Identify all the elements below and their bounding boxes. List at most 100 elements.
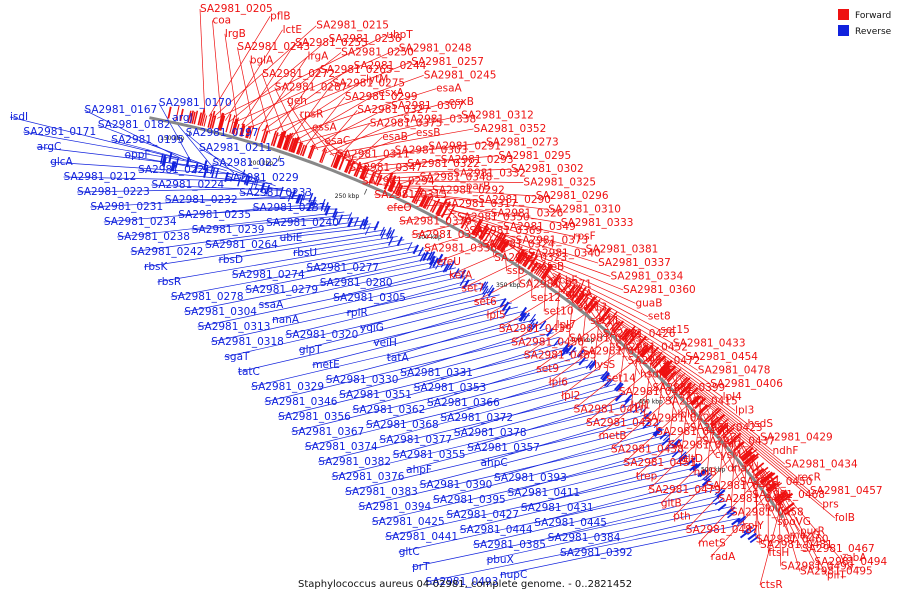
reverse-gene-feature [601,371,610,381]
forward-gene-feature [363,167,370,181]
forward-gene-label: mazG [790,529,820,541]
reverse-gene-feature [726,506,736,515]
forward-gene-feature [768,482,783,494]
reverse-leader-line [486,506,732,561]
forward-leader-line [353,136,383,165]
forward-gene-label: SA2981_0399 [653,382,726,394]
reverse-leader-line [117,211,345,238]
reverse-gene-feature [603,378,612,387]
reverse-gene-feature [172,161,177,172]
scale-tick [446,229,451,236]
forward-gene-label: SA2981_0495 [800,566,873,578]
forward-gene-feature [288,137,295,152]
forward-gene-feature [728,436,740,446]
forward-gene-feature [575,293,586,305]
reverse-leader-line [547,494,723,539]
reverse-leader-line [23,131,199,164]
reverse-gene-label: rbsK [144,261,168,273]
reverse-gene-label: ssaA [259,299,284,311]
forward-gene-label: trep [636,470,658,482]
reverse-gene-feature [459,269,467,279]
reverse-gene-feature [308,192,314,203]
forward-gene-feature [418,195,427,207]
reverse-gene-feature [386,230,392,240]
forward-gene-label: SA2981_0245 [424,69,497,81]
forward-gene-feature [494,232,505,249]
forward-gene-label: guaB [635,297,662,309]
forward-gene-feature [389,181,397,193]
reverse-gene-feature [692,462,702,472]
forward-leader-line [556,277,561,325]
reverse-gene-label: SA2981_0372 [440,412,513,424]
reverse-gene-label: SA2981_0356 [278,411,351,423]
forward-gene-feature [282,134,290,150]
reverse-gene-feature [661,437,670,446]
forward-gene-label: SA2981_0307 [391,100,464,112]
forward-leader-line [289,83,333,141]
forward-leader-line [265,74,424,133]
forward-gene-label: SA2981_0369 [469,225,542,237]
forward-gene-label: lytM [366,73,388,85]
forward-gene-feature [754,468,764,477]
reverse-gene-feature [299,194,305,205]
forward-gene-feature [513,246,523,261]
forward-gene-feature [740,450,753,462]
reverse-leader-line [272,274,469,321]
reverse-gene-feature [249,181,254,192]
forward-gene-feature [355,165,362,178]
reverse-leader-line [185,132,234,174]
forward-gene-label: SA2981_0290 [478,194,551,206]
forward-leader-line [321,110,358,152]
forward-gene-feature [296,142,302,155]
forward-gene-feature [394,183,402,195]
reverse-gene-label: argJ [172,112,192,124]
forward-gene-label: SA2981_0250 [341,47,414,59]
forward-gene-feature [585,296,598,312]
forward-gene-feature [193,110,199,125]
forward-gene-feature [606,316,616,328]
reverse-gene-feature [701,478,711,487]
forward-gene-feature [370,169,378,184]
forward-gene-label: SA2981_0452 [615,342,688,354]
forward-gene-feature [520,253,528,265]
reverse-gene-label: SA2981_0330 [326,374,399,386]
forward-gene-label: ctsR [760,579,783,591]
reverse-gene-label: SA2981_0242 [131,246,204,258]
forward-gene-feature [197,112,203,126]
forward-gene-label: lpl2 [561,390,580,402]
forward-gene-label: SA2981_0410 [574,403,647,415]
reverse-leader-line [459,472,704,531]
forward-gene-label: SA2981_0275 [332,77,405,89]
reverse-leader-line [425,517,741,583]
reverse-leader-line [406,408,644,471]
forward-gene-label: rpsF [573,230,596,242]
reverse-gene-label: SA2981_0329 [251,381,324,393]
forward-leader-line [607,313,711,385]
reverse-gene-feature [624,394,633,403]
forward-gene-feature [191,111,196,124]
forward-leader-line [224,33,238,125]
forward-gene-label: folB [835,512,855,524]
reverse-gene-feature [237,176,242,187]
forward-gene-label: SA2981_0451 [623,457,696,469]
forward-gene-label: lpl1 [631,399,650,411]
reverse-gene-label: SA2981_0212 [64,171,137,183]
forward-gene-label: SA2981_0457 [810,485,883,497]
reverse-leader-line [36,146,220,170]
reverse-leader-line [178,205,331,216]
reverse-leader-line [184,260,444,313]
forward-gene-feature [776,492,794,506]
forward-gene-label: set9 [536,363,559,375]
forward-gene-feature [595,306,606,319]
reverse-gene-feature [259,182,266,193]
reverse-leader-line [212,162,276,187]
forward-gene-feature [515,248,525,262]
legend-reverse-label: Reverse [855,27,892,37]
reverse-gene-feature [714,488,723,496]
forward-gene-label: lrgA [307,51,329,63]
forward-gene-feature [726,433,737,443]
reverse-gene-feature [202,160,208,171]
forward-gene-feature [431,198,441,213]
reverse-leader-line [285,286,488,336]
reverse-leader-line [84,109,185,161]
